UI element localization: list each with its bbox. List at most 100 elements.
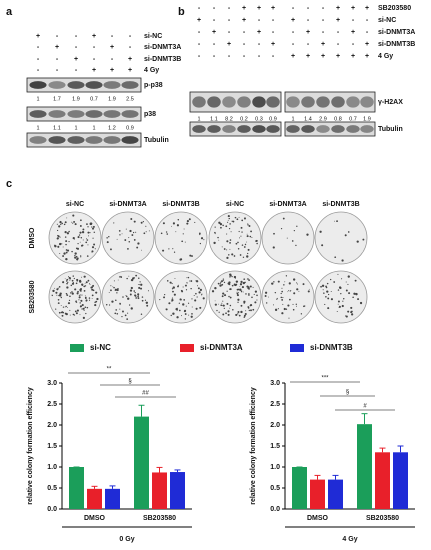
blot-band <box>121 136 139 144</box>
colony <box>277 280 280 283</box>
colony <box>81 303 84 307</box>
colony <box>179 298 182 301</box>
plate <box>48 270 102 324</box>
quantification: 1.2 <box>108 125 116 131</box>
blot-band <box>222 96 236 108</box>
colony <box>246 241 248 243</box>
colony <box>184 284 187 287</box>
colony <box>67 302 71 305</box>
colony <box>282 297 284 299</box>
colony <box>126 277 128 280</box>
condition-label: 4 Gy <box>378 53 393 60</box>
colony <box>240 226 243 229</box>
blot-band <box>48 136 66 144</box>
condition-sign: + <box>257 5 261 12</box>
colony <box>288 282 291 285</box>
colony <box>92 227 95 230</box>
colony <box>221 295 224 298</box>
colony <box>168 248 170 250</box>
colony <box>241 231 243 233</box>
blot-band <box>29 81 47 89</box>
colony <box>62 281 65 284</box>
colony <box>66 232 70 235</box>
y-tick-label: 2.5 <box>270 401 280 408</box>
plate <box>101 211 155 265</box>
colony <box>76 292 79 295</box>
plate <box>261 211 315 265</box>
error-bar <box>91 485 98 489</box>
condition-sign: + <box>291 53 295 60</box>
y-tick-label: 0.5 <box>270 485 280 492</box>
colony <box>79 305 83 308</box>
colony <box>182 303 185 306</box>
colony <box>60 311 63 314</box>
colony <box>183 228 185 230</box>
colony <box>114 289 116 291</box>
colony <box>241 219 244 222</box>
colony <box>139 281 141 283</box>
colony <box>71 282 75 285</box>
colony <box>119 302 121 305</box>
colony <box>144 299 147 301</box>
blot-band <box>346 96 360 108</box>
colony <box>169 281 172 284</box>
blot-band <box>207 96 221 108</box>
colony <box>91 286 93 289</box>
condition-sign: + <box>212 29 216 36</box>
colony <box>341 278 343 280</box>
colony <box>121 315 123 318</box>
colony <box>57 234 59 237</box>
colony <box>243 300 246 303</box>
colony <box>88 283 91 285</box>
blot-band <box>85 136 103 144</box>
colony <box>62 306 65 308</box>
colony <box>54 287 56 289</box>
colony <box>147 290 150 292</box>
colony <box>162 222 165 225</box>
quantification: 1.7 <box>53 96 61 102</box>
condition-sign: + <box>55 44 59 51</box>
colony <box>112 286 114 288</box>
condition-sign: - <box>213 41 216 48</box>
colony <box>128 237 130 239</box>
colony <box>218 221 221 224</box>
colony <box>65 305 67 308</box>
colony <box>229 307 231 309</box>
colony <box>64 221 67 224</box>
quantification: 0.8 <box>334 116 342 122</box>
colony <box>226 233 228 235</box>
blot-band <box>266 96 280 108</box>
colony <box>85 297 87 300</box>
colony <box>186 282 188 284</box>
quantification: 1 <box>36 96 39 102</box>
x-axis-label: 4 Gy <box>342 536 357 543</box>
colony <box>229 274 232 277</box>
colony <box>137 293 140 296</box>
condition-sign: + <box>257 29 261 36</box>
colony <box>145 231 147 233</box>
significance-mark: § <box>346 390 349 396</box>
colony <box>181 290 184 293</box>
colony <box>251 237 253 239</box>
colony <box>292 308 295 311</box>
colony <box>247 248 250 251</box>
colony <box>220 226 222 229</box>
colony <box>92 284 95 287</box>
colony <box>118 276 121 278</box>
colony <box>229 239 232 241</box>
colony <box>249 285 252 288</box>
condition-label: si-DNMT3B <box>378 41 415 48</box>
colony <box>137 284 139 285</box>
colony <box>71 291 73 293</box>
colony <box>238 291 240 293</box>
colony <box>231 253 234 256</box>
colony <box>57 245 60 248</box>
colony <box>237 311 240 314</box>
colony <box>86 255 89 257</box>
significance-mark: *** <box>321 376 329 382</box>
colony <box>172 248 174 250</box>
colony <box>231 275 233 278</box>
colony <box>76 309 79 312</box>
colony <box>76 257 79 260</box>
colony <box>348 292 351 295</box>
